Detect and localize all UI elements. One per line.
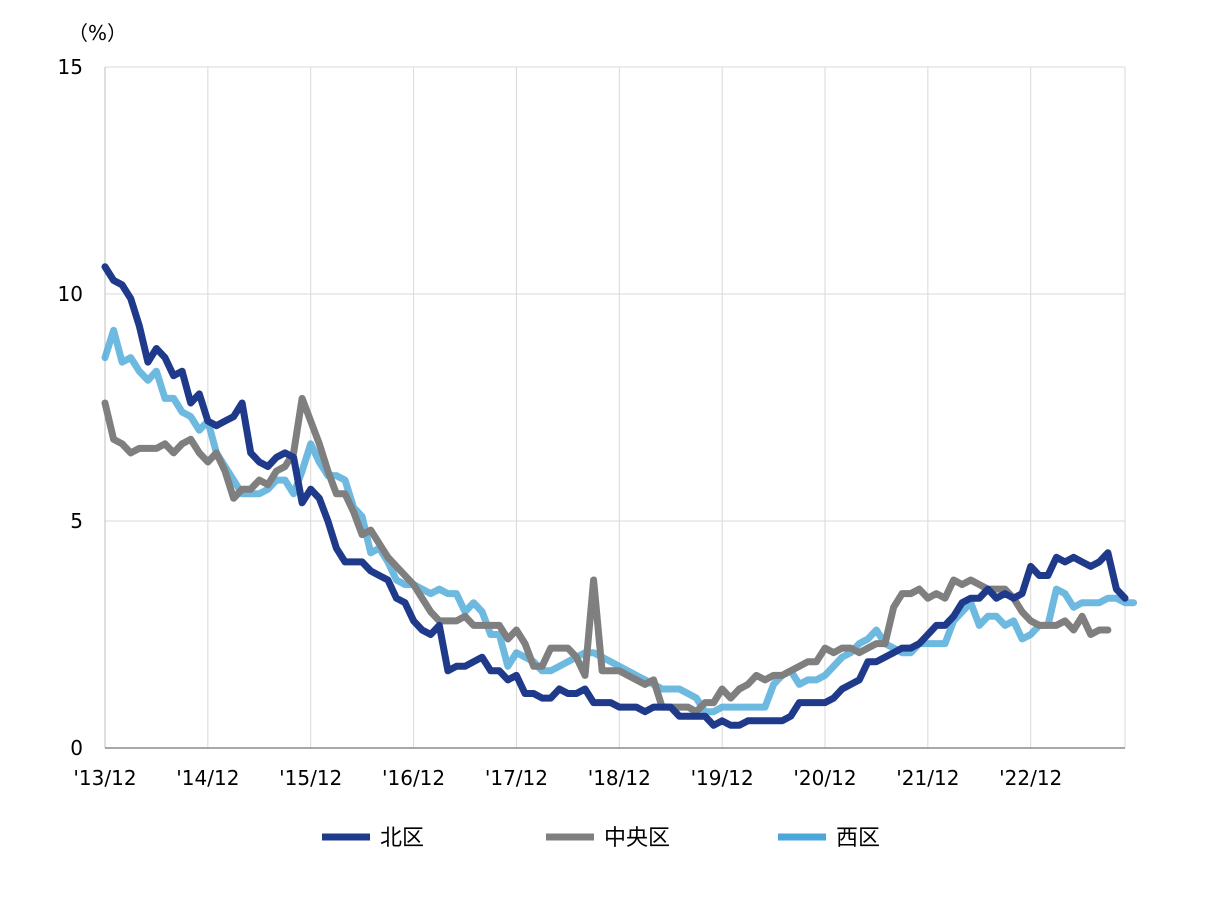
x-tick-label: '21/12 xyxy=(896,766,959,790)
x-tick-label: '20/12 xyxy=(793,766,856,790)
x-tick-label: '15/12 xyxy=(279,766,342,790)
y-unit-label: （%） xyxy=(68,21,127,45)
x-tick-label: '13/12 xyxy=(73,766,136,790)
legend-label-0: 北区 xyxy=(380,826,424,851)
x-tick-label: '19/12 xyxy=(691,766,754,790)
series-line-2 xyxy=(101,326,1138,716)
y-tick-label: 5 xyxy=(70,509,83,533)
series-lines xyxy=(101,263,1138,729)
y-tick-label: 10 xyxy=(58,282,83,306)
x-tick-label: '17/12 xyxy=(485,766,548,790)
x-tick-label: '16/12 xyxy=(382,766,445,790)
y-tick-label: 0 xyxy=(70,736,83,760)
x-tick-label: '18/12 xyxy=(588,766,651,790)
y-tick-label: 15 xyxy=(58,55,83,79)
legend-label-1: 中央区 xyxy=(604,826,670,851)
x-tick-label: '22/12 xyxy=(999,766,1062,790)
x-tick-label: '14/12 xyxy=(176,766,239,790)
axes xyxy=(104,67,1125,749)
legend-label-2: 西区 xyxy=(836,826,880,851)
legend: 北区 中央区 西区 xyxy=(322,826,880,851)
x-tick-labels: '13/12 '14/12 '15/12 '16/12 '17/12 '18/12 '19/… xyxy=(73,766,1062,790)
y-tick-labels: 0 5 10 15 xyxy=(58,55,83,760)
series-line-0 xyxy=(101,263,1129,729)
series-line-1 xyxy=(101,394,1112,716)
gridlines xyxy=(105,66,1126,748)
